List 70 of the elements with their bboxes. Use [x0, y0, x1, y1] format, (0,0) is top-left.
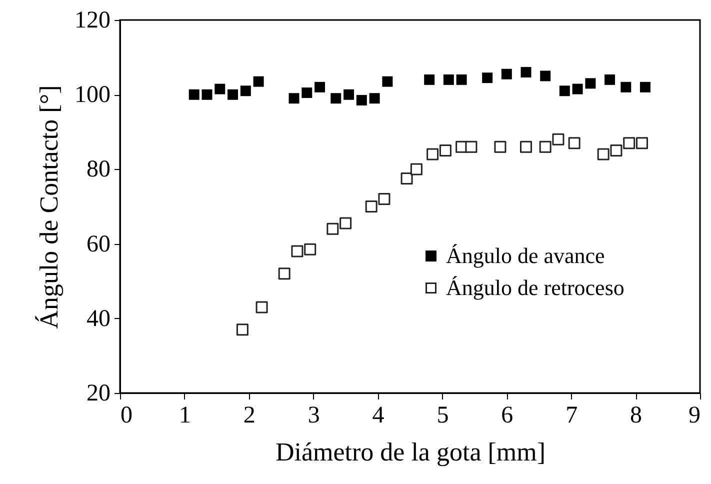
point	[443, 74, 454, 85]
point	[610, 144, 622, 157]
point	[236, 324, 248, 336]
x-tick-label: 9	[688, 402, 700, 428]
point	[520, 140, 532, 153]
point	[356, 94, 367, 106]
point	[228, 89, 238, 100]
y-tick-label: 100	[74, 82, 110, 108]
x-tick-label: 0	[120, 402, 132, 428]
point	[314, 82, 326, 92]
point	[559, 86, 570, 96]
point	[240, 86, 251, 96]
point	[302, 87, 312, 98]
point	[494, 140, 506, 153]
y-tick-label: 20	[86, 380, 110, 406]
point	[410, 163, 422, 176]
point	[540, 70, 551, 82]
x-tick-label: 3	[308, 402, 320, 428]
point	[382, 76, 393, 87]
y-tick-label: 40	[86, 306, 110, 332]
point	[369, 93, 380, 104]
x-tick-label: 8	[630, 402, 642, 428]
point	[340, 217, 352, 230]
point	[278, 268, 290, 280]
point	[465, 140, 478, 153]
point	[288, 93, 300, 104]
point	[585, 78, 596, 89]
point	[597, 148, 610, 160]
x-tick-label: 7	[566, 402, 578, 428]
point	[623, 137, 636, 150]
point	[214, 84, 226, 94]
point	[378, 193, 390, 206]
point	[482, 72, 493, 84]
x-tick-label: 2	[243, 402, 256, 428]
point	[439, 144, 452, 157]
point	[291, 245, 304, 258]
point	[604, 74, 616, 85]
point	[365, 200, 378, 212]
point	[539, 140, 552, 153]
point	[344, 89, 354, 100]
y-tick-label: 60	[86, 231, 110, 258]
legend-label: Ángulo de retroceso	[446, 275, 624, 300]
point	[426, 148, 439, 160]
point	[253, 76, 264, 87]
point	[188, 89, 200, 100]
point	[456, 74, 467, 85]
x-tick-label: 4	[372, 402, 384, 428]
y-axis-title: Ángulo de Contacto [°]	[34, 85, 64, 329]
point	[620, 82, 632, 92]
point	[400, 172, 413, 185]
point	[552, 133, 564, 146]
point	[326, 222, 339, 235]
point	[424, 74, 435, 85]
x-axis-title: Diámetro de la gota [mm]	[275, 438, 546, 466]
point	[330, 93, 342, 104]
point	[520, 66, 532, 78]
point	[501, 68, 512, 80]
point	[640, 82, 650, 92]
legend-label: Ángulo de avance	[446, 243, 605, 268]
point	[256, 301, 268, 314]
y-tick-label: 120	[74, 8, 110, 34]
x-tick-label: 5	[436, 402, 449, 428]
point	[568, 137, 580, 150]
x-tick-label: 6	[501, 402, 514, 428]
point	[572, 84, 583, 94]
point	[202, 89, 212, 100]
y-tick-label: 80	[86, 156, 110, 183]
point	[304, 243, 316, 256]
x-tick-label: 1	[178, 402, 191, 428]
point	[636, 137, 648, 150]
